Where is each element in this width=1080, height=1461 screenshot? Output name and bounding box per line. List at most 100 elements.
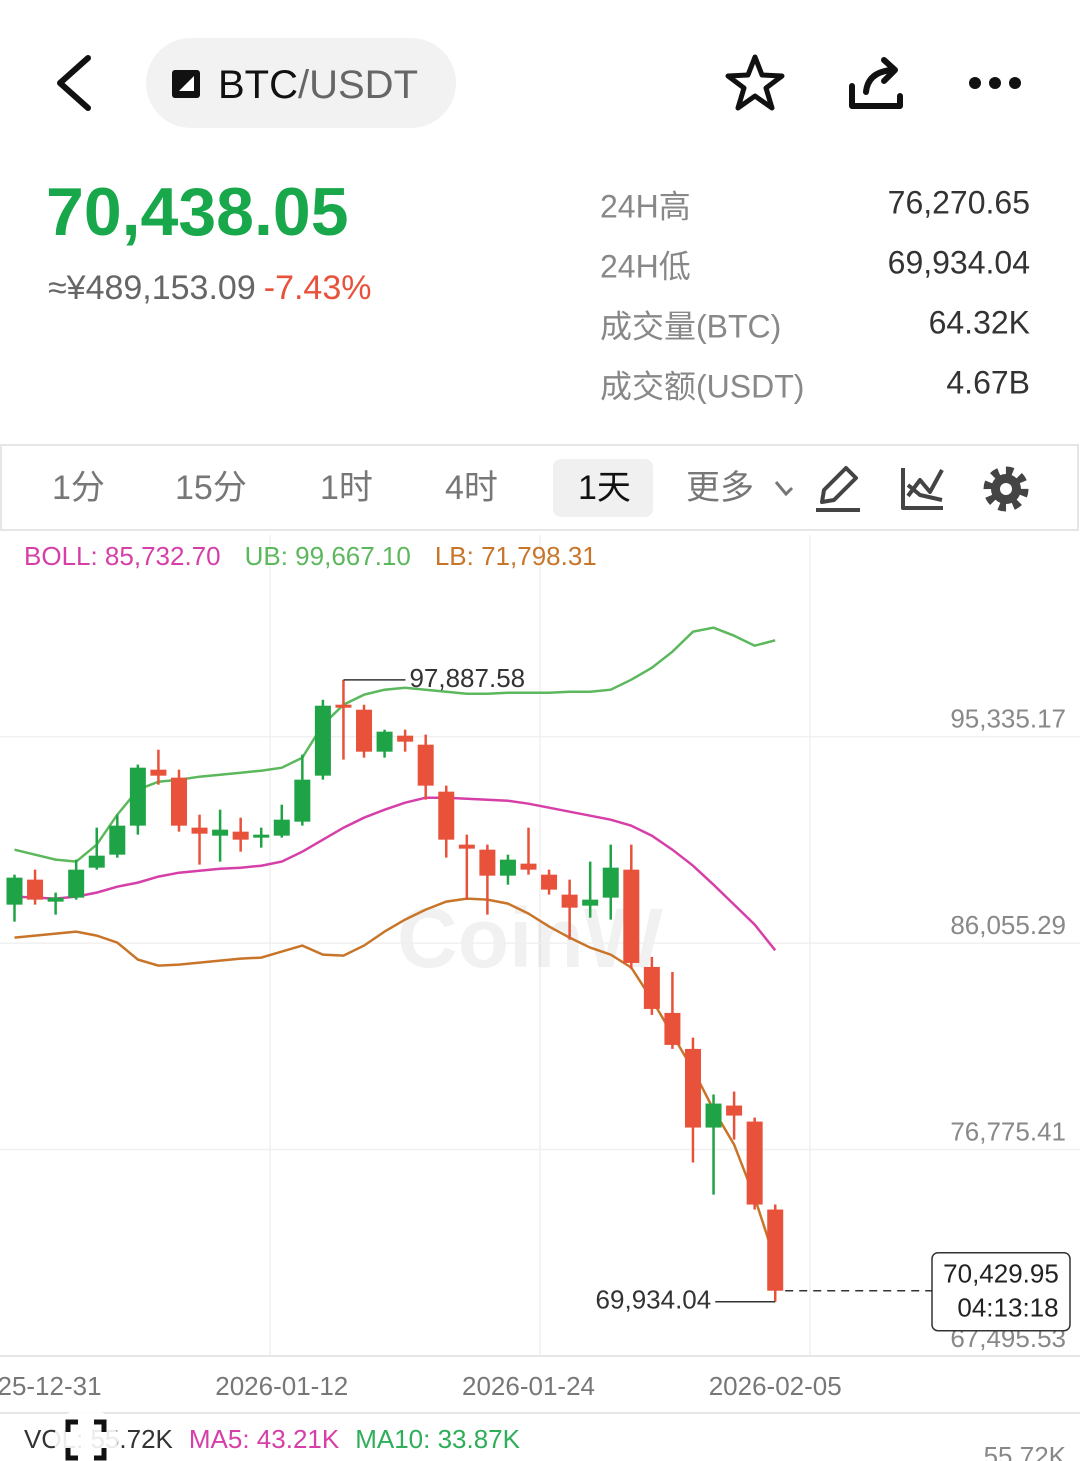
- candle-body: [767, 1209, 784, 1291]
- x-tick-label: 2025-12-31: [0, 1371, 102, 1401]
- tabs: 1分 15分 1时 4时 1天 更多: [52, 459, 794, 517]
- candle-body: [520, 863, 537, 870]
- stat-value: 69,934.04: [888, 244, 1030, 280]
- pair-pill[interactable]: [146, 38, 456, 128]
- last-price-label: 70,429.95: [943, 1259, 1059, 1289]
- share-tray: [849, 83, 903, 109]
- share-button[interactable]: [849, 57, 903, 109]
- volume-legend-entry: MA5: 43.21K: [189, 1424, 340, 1454]
- candle-body: [602, 867, 619, 898]
- candle-body: [746, 1121, 763, 1205]
- candle-body: [417, 744, 434, 786]
- candle-body: [27, 879, 44, 900]
- favorite-button[interactable]: [725, 54, 785, 111]
- legend-entry: LB: 71,798.31: [435, 541, 597, 571]
- pair-quote: /USDT: [298, 63, 418, 107]
- candle-body: [541, 874, 558, 890]
- high-label: 97,887.58: [409, 663, 525, 693]
- x-tick-label: 2026-02-05: [709, 1371, 842, 1401]
- pencil-icon: [820, 466, 858, 504]
- candle-body: [253, 834, 270, 838]
- band-line: [14, 796, 777, 952]
- tab[interactable]: 1分: [52, 469, 105, 507]
- countdown-label: 04:13:18: [957, 1293, 1058, 1323]
- candle-body: [191, 827, 208, 834]
- candle-body: [232, 831, 249, 840]
- tab[interactable]: 15分: [175, 469, 247, 507]
- candle-body: [129, 767, 146, 826]
- candle-body: [684, 1048, 701, 1128]
- candle-body: [109, 825, 126, 855]
- stat-value: 76,270.65: [888, 184, 1030, 220]
- tab-selected-bg: [553, 459, 653, 517]
- tab[interactable]: 1时: [320, 469, 373, 507]
- band-line: [14, 626, 776, 863]
- candle-body: [294, 779, 311, 822]
- tab-bar: [0, 444, 1079, 531]
- dot: [1009, 77, 1021, 89]
- candle-body: [664, 1012, 681, 1045]
- fullscreen-button[interactable]: [54, 1408, 118, 1461]
- draw-tool[interactable]: [816, 466, 860, 512]
- candle-body: [47, 897, 64, 902]
- pair-name: BTC/USDT: [218, 63, 418, 107]
- plot: 95,335.1786,055.2976,775.4167,495.5397,8…: [0, 626, 1080, 1357]
- indicator-tool[interactable]: [901, 468, 944, 510]
- volume-legend-entry: MA10: 33.87K: [355, 1424, 520, 1454]
- gear-teeth: [983, 466, 1029, 512]
- candle-body: [561, 894, 578, 908]
- watermark: CoinW: [397, 891, 664, 985]
- pair-base: BTC: [218, 63, 298, 107]
- candle-body: [643, 966, 660, 1009]
- price-change: -7.43%: [264, 269, 372, 307]
- tab[interactable]: 更多: [686, 469, 754, 507]
- candle-body: [314, 705, 331, 776]
- stat-label: 成交额(USDT): [600, 368, 804, 404]
- y-tick-label: 76,775.41: [950, 1116, 1066, 1146]
- more-button[interactable]: [969, 77, 1021, 89]
- low-label: 69,934.04: [596, 1285, 712, 1315]
- legend-entry: UB: 99,667.10: [245, 541, 411, 571]
- stat-value: 4.67B: [946, 364, 1030, 400]
- candle-body: [376, 731, 393, 752]
- stat-label: 24H高: [600, 188, 691, 224]
- legend-entry: BOLL: 85,732.70: [24, 541, 221, 571]
- candle-body: [499, 859, 516, 876]
- stats: 24H高 76,270.65 24H低 69,934.04 成交量(BTC) 64.32K…: [600, 184, 1030, 404]
- tab[interactable]: 1天: [578, 469, 631, 507]
- fiat-price: ≈¥489,153.09: [48, 269, 256, 307]
- candle-body: [705, 1103, 722, 1128]
- candle-body: [438, 791, 455, 840]
- back-button[interactable]: [57, 55, 91, 111]
- x-tick-label: 2026-01-12: [215, 1371, 348, 1401]
- candle-body: [6, 877, 23, 905]
- last-price: 70,438.05: [46, 174, 349, 250]
- lines-icon: [906, 469, 944, 502]
- share-arrow: [863, 57, 898, 95]
- price-sub: ≈¥489,153.09 -7.43%: [48, 269, 371, 307]
- candle-body: [335, 704, 352, 708]
- candle-body: [212, 829, 229, 836]
- candle-body: [68, 869, 85, 898]
- stat-label: 24H低: [600, 248, 691, 284]
- candle-body: [726, 1105, 743, 1116]
- last-price-box: [931, 1251, 1071, 1332]
- x-tick-label: 2026-01-24: [462, 1371, 595, 1401]
- y-tick-label: 95,335.17: [950, 704, 1066, 734]
- candle-body: [150, 769, 167, 776]
- more-chevron: [774, 481, 794, 497]
- candle-body: [170, 777, 187, 826]
- stat-value: 64.32K: [929, 304, 1030, 340]
- tab[interactable]: 4时: [445, 469, 498, 507]
- candle-body: [582, 899, 599, 906]
- settings-button[interactable]: [983, 466, 1029, 512]
- candle-body: [479, 849, 496, 876]
- stat-label: 成交量(BTC): [600, 308, 781, 344]
- candle-body: [397, 735, 414, 742]
- candle-body: [623, 869, 640, 963]
- pair-icon-cut: [179, 76, 194, 91]
- candle-body: [458, 844, 475, 849]
